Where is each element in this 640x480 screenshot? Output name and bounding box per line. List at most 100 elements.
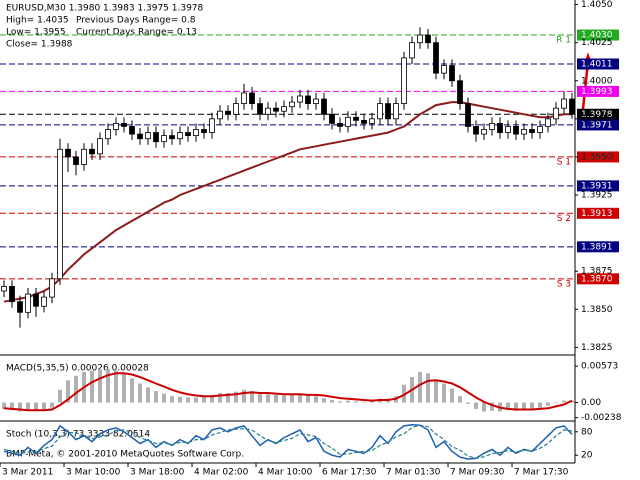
bar [362,401,366,403]
x-tick-label: 7 Mar 17:30 [514,468,569,478]
level-label-box [577,119,619,131]
annotation: Low= 1.3955 [6,28,66,38]
annotation: Previous Days Range= 0.8 [76,16,196,26]
level-label-box [577,273,619,285]
level-label-box [577,180,619,192]
y-tick-label: 1.4050 [581,0,613,10]
y-tick-label: 20 [581,451,593,461]
bar [90,370,94,403]
bar [170,396,174,403]
bar [338,401,342,403]
candle-body [25,293,31,313]
candle-body [513,126,519,135]
bar [242,389,246,403]
bar [466,402,470,404]
candle-body [497,123,503,133]
bar [50,402,54,408]
annotation: Current Days Range= 0.13 [76,28,197,38]
bar [10,402,14,411]
bar [74,375,78,403]
y-tick-label: 1.4000 [581,76,613,86]
bar [442,383,446,403]
level-label-box [577,58,619,70]
y-tick-label: -0.00238 [581,413,622,423]
bar [538,402,542,408]
bar [450,388,454,403]
level-label-box [577,29,619,41]
candle-body [417,34,423,44]
bar [250,391,254,403]
bar [226,393,230,403]
series-line [3,372,573,412]
bar [282,395,286,403]
level-label: 1.3993 [581,87,613,97]
level-label-box [577,108,619,120]
candle-body [569,98,575,115]
bar [298,394,302,403]
bar [306,395,310,403]
candle-body [353,116,359,121]
candle-body [193,129,199,137]
series-line [3,424,573,459]
candle-body [377,103,383,120]
bar [426,373,430,403]
candle-body [401,57,407,105]
bar [154,391,158,403]
bar [26,402,30,411]
bar [218,393,222,403]
candle-body [225,110,231,115]
bar [18,402,22,412]
chart-title: EURUSD,M30 1.3980 1.3983 1.3975 1.3978 [6,4,204,14]
y-tick-label: 0.00573 [581,362,618,372]
candle-body [409,42,415,59]
candle-body [281,106,287,112]
bar [402,384,406,403]
candle-body [561,98,567,109]
bar [210,394,214,403]
candle-body [41,296,47,307]
y-tick-label: 1.3950 [581,152,613,162]
level-label-box [577,85,619,97]
bar [554,402,558,404]
candle-body [177,132,183,140]
candle-body [105,129,111,140]
macd-title: MACD(5,35,5) 0.00026 0.00028 [6,364,149,374]
candle-body [9,286,15,303]
candle-body [97,138,103,155]
bar [434,379,438,403]
x-tick-label: 4 Mar 10:00 [258,468,313,478]
bar [322,398,326,403]
candle-body [329,113,335,124]
bar [314,396,318,403]
candle-body [537,126,543,133]
level-label: 1.4030 [581,31,613,41]
bar [42,402,46,411]
y-tick-label: 80 [581,427,593,437]
bar [106,368,110,403]
bar [2,402,6,409]
candle-body [161,135,167,143]
candle-body [553,107,559,120]
level-label-box [577,241,619,253]
candle-body [457,80,463,105]
candle-body [545,118,551,127]
candle-body [17,301,23,313]
level-label: 1.3891 [581,242,613,252]
bar [330,400,334,403]
bar [258,393,262,403]
bar [354,401,358,403]
x-tick-label: 7 Mar 01:30 [386,468,441,478]
candle-body [521,129,527,135]
bar [186,397,190,403]
y-tick-label: 1.3925 [581,191,613,201]
bar [34,402,38,411]
level-label: 1.3931 [581,181,613,191]
level-label: 1.3950 [581,152,613,162]
y-tick-label: 1.4025 [581,38,613,48]
candle-body [369,118,375,124]
bar [194,397,198,403]
bar [514,402,518,411]
candle-body [257,103,263,115]
candle-body [529,129,535,133]
candle-body [73,156,79,165]
